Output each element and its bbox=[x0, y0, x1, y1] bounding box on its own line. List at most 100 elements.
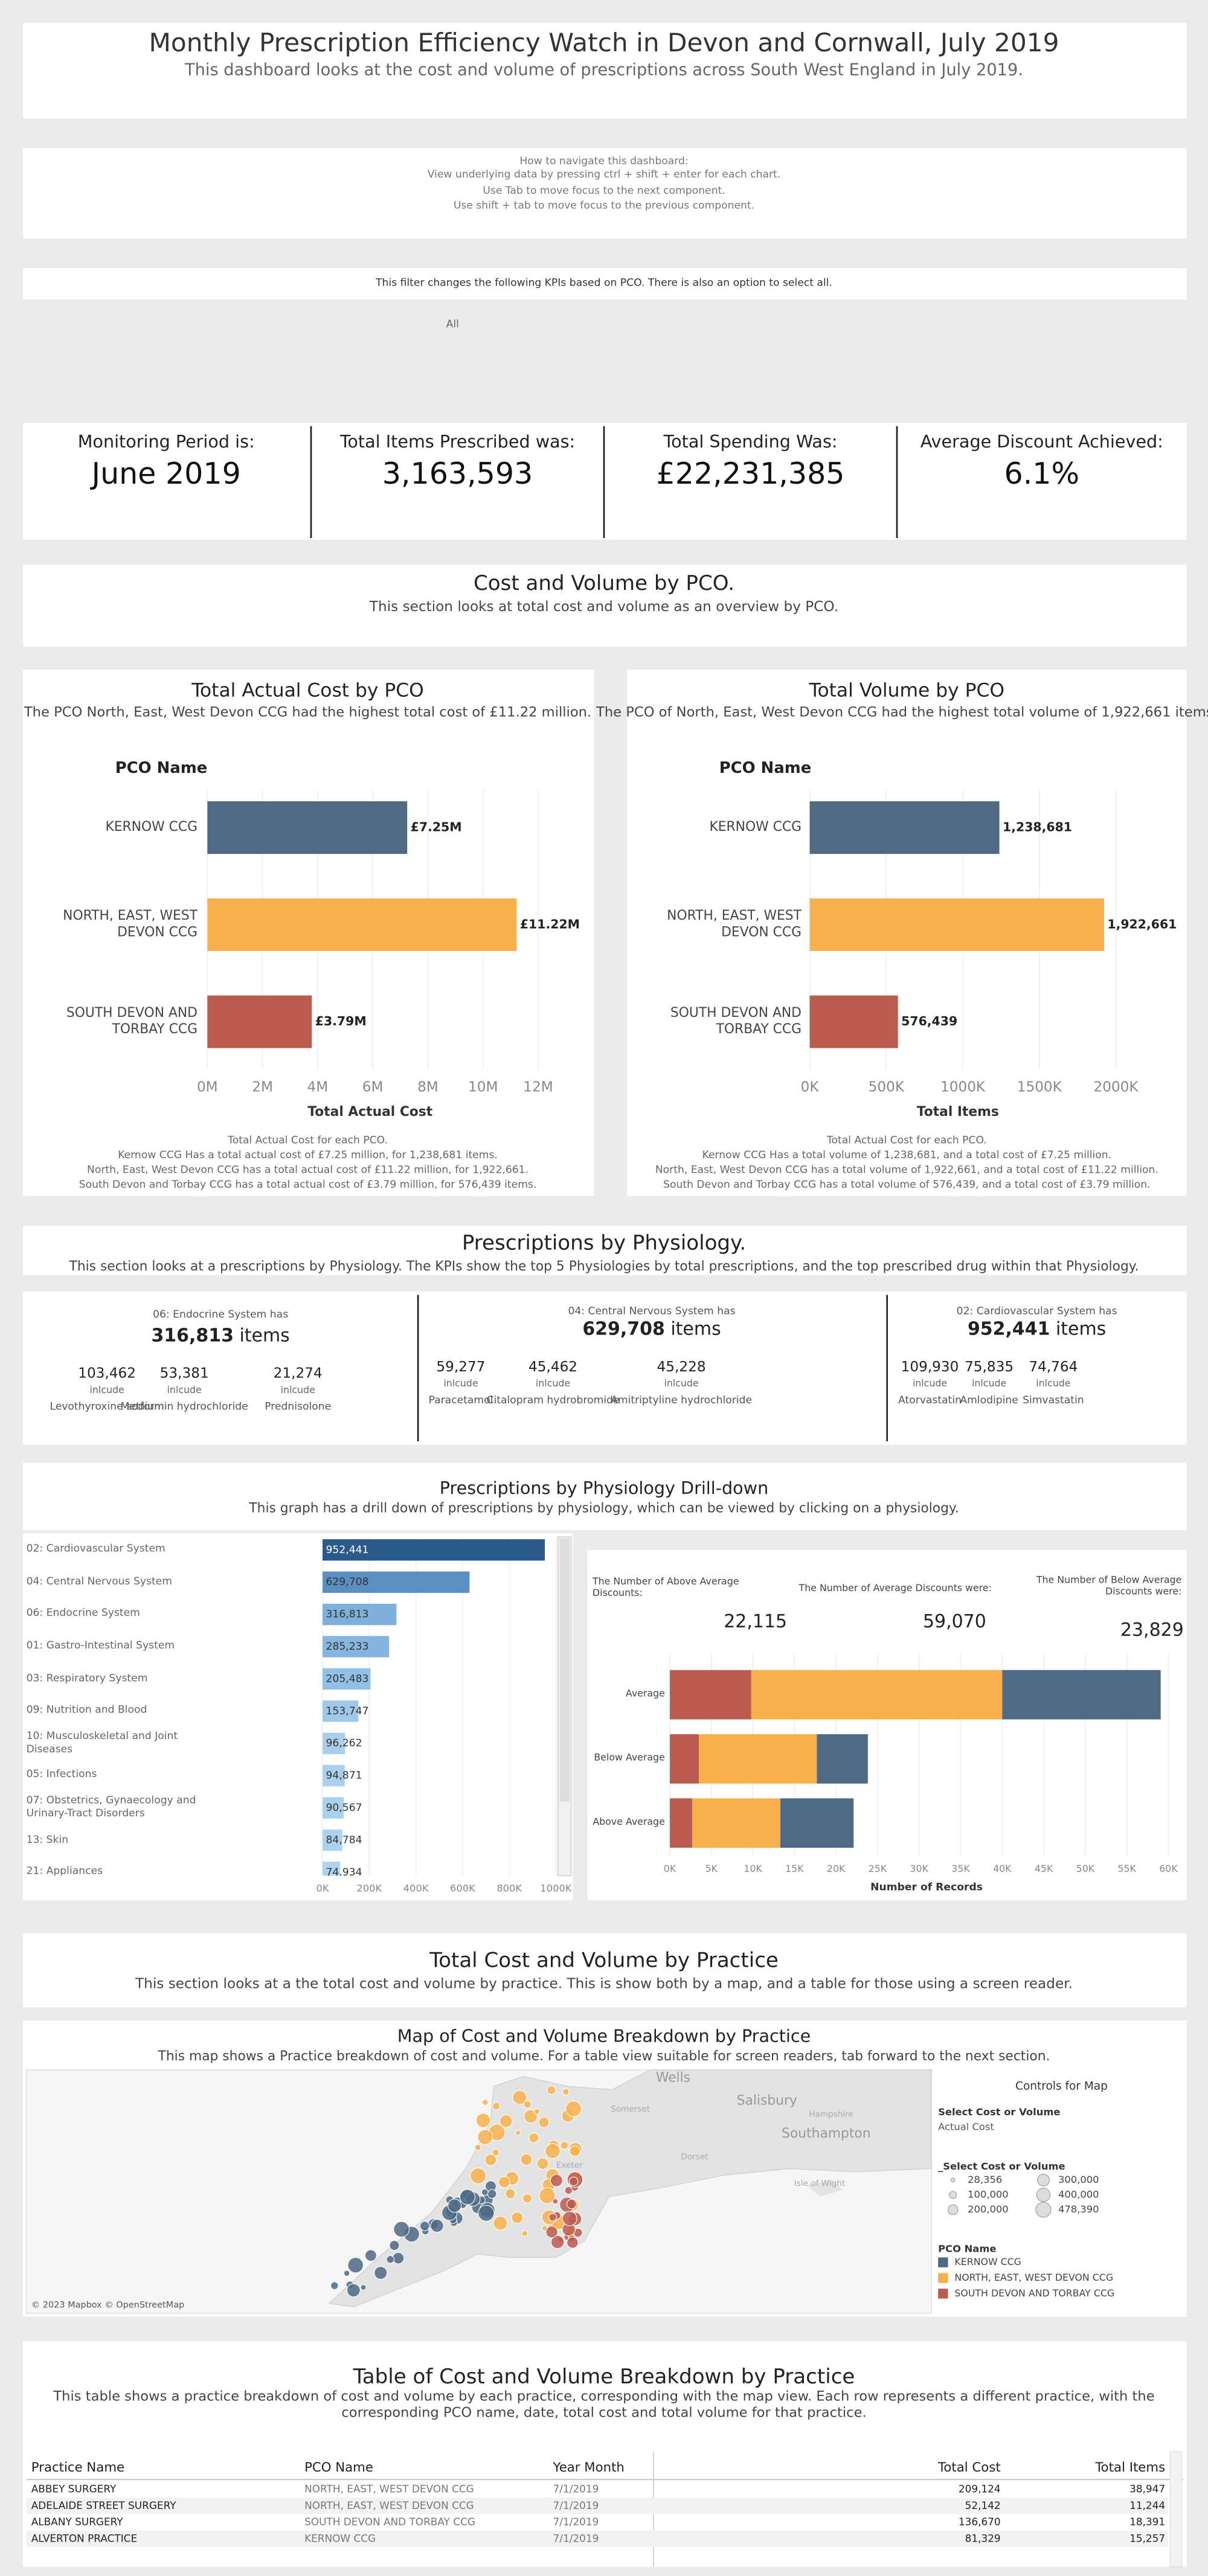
table-subtitle: This table shows a practice breakdown of… bbox=[53, 2389, 1155, 2421]
filter-text: This filter changes the following KPIs b… bbox=[375, 277, 832, 289]
island bbox=[806, 2180, 843, 2197]
kpi-value: £22,231,385 bbox=[657, 456, 845, 491]
category-box: 01: Gastro-Intestinal System bbox=[27, 1641, 175, 1652]
map-bubble bbox=[521, 2230, 528, 2237]
panel bbox=[23, 1225, 1187, 1275]
value-label: 1,238,681 bbox=[1003, 820, 1072, 835]
value-label: £3.79M bbox=[315, 1014, 367, 1028]
table-cell: 7/1/2019 bbox=[553, 2532, 599, 2544]
category-box: 03: Respiratory System bbox=[27, 1673, 148, 1684]
x-tick-label: 12M bbox=[523, 1080, 553, 1095]
category-label: 10: Musculoskeletal and Joint Diseases bbox=[26, 1731, 178, 1755]
chart-note: Total Actual Cost for each PCO. bbox=[826, 1134, 987, 1146]
category-label: KERNOW CCG bbox=[105, 819, 198, 835]
legend-label: SOUTH DEVON AND TORBAY CCG bbox=[954, 2287, 1114, 2299]
table-cell: 81,329 bbox=[965, 2532, 1001, 2544]
value-label: 629,708 bbox=[326, 1576, 369, 1588]
x-tick-label: 6M bbox=[362, 1080, 384, 1095]
map-bubble bbox=[484, 2154, 497, 2166]
bar bbox=[207, 898, 517, 951]
kpi-label: Average Discount Achieved: bbox=[920, 431, 1163, 452]
kpi-header: 04: Central Nervous System has bbox=[568, 1306, 735, 1318]
category-box: 06: Endocrine System bbox=[27, 1608, 140, 1620]
bar-segment bbox=[1002, 1670, 1161, 1720]
map-bubble bbox=[343, 2270, 350, 2277]
map-bubble bbox=[481, 2188, 489, 2196]
x-tick-label: 4M bbox=[307, 1080, 329, 1095]
drug-include: inlcude bbox=[443, 1377, 478, 1389]
value-label: 94,871 bbox=[326, 1770, 362, 1782]
legend-title: PCO Name bbox=[938, 2243, 996, 2254]
chart-note: Total Actual Cost for each PCO. bbox=[227, 1134, 388, 1146]
map-bubble bbox=[498, 2176, 510, 2188]
category-box: 02: Cardiovascular System bbox=[27, 1543, 165, 1555]
table-cell: 7/1/2019 bbox=[553, 2483, 599, 2495]
value-label: 952,441 bbox=[326, 1544, 369, 1556]
x-tick-label: 10M bbox=[468, 1080, 498, 1095]
value-label: 285,233 bbox=[326, 1641, 369, 1653]
panel bbox=[23, 1933, 1187, 2008]
bar-segment bbox=[669, 1798, 693, 1848]
kpi-label: Total Items Prescribed was: bbox=[339, 431, 575, 452]
x-tick-label: 2000K bbox=[1093, 1080, 1139, 1095]
category-box: 07: Obstetrics, Gynaecology and Urinary-… bbox=[26, 1795, 196, 1820]
table-cell: 15,257 bbox=[1129, 2532, 1165, 2544]
map-bubble bbox=[393, 2221, 410, 2238]
bar bbox=[207, 995, 312, 1048]
panel bbox=[23, 268, 1187, 300]
map-bubble bbox=[552, 2198, 559, 2205]
map-bubble bbox=[539, 2187, 556, 2204]
category-label: 07: Obstetrics, Gynaecology and Urinary-… bbox=[26, 1795, 196, 1820]
axis-title: Number of Records bbox=[870, 1881, 983, 1893]
bar-segment bbox=[669, 1670, 751, 1720]
drug-include: inlcude bbox=[281, 1384, 315, 1395]
size-swatch bbox=[949, 2191, 957, 2199]
kpi-gap bbox=[234, 1325, 240, 1346]
bar bbox=[323, 1862, 341, 1876]
map-bubble bbox=[567, 2199, 577, 2209]
size-legend-label: 28,356 bbox=[968, 2174, 1002, 2185]
x-tick-label: 400K bbox=[403, 1883, 429, 1894]
column-header: Total Cost bbox=[937, 2460, 1001, 2475]
kpi-gap bbox=[665, 1318, 671, 1339]
subtitle: This dashboard looks at the cost and vol… bbox=[184, 61, 1023, 80]
map-bubble bbox=[475, 2113, 491, 2128]
map-bubble bbox=[562, 2088, 570, 2096]
table-cell: NORTH, EAST, WEST DEVON CCG bbox=[304, 2499, 474, 2511]
legend-swatch bbox=[938, 2273, 948, 2283]
map-bubble bbox=[347, 2257, 364, 2273]
map-bubble bbox=[547, 2085, 556, 2095]
category-box: 10: Musculoskeletal and Joint Diseases bbox=[26, 1731, 178, 1755]
x-tick-label: 1000K bbox=[940, 1080, 986, 1095]
table-cell: 7/1/2019 bbox=[553, 2516, 599, 2528]
map-bubble bbox=[492, 2148, 500, 2156]
x-tick-label: 600K bbox=[450, 1883, 476, 1894]
drug-name: Citalopram hydrobromide bbox=[487, 1394, 620, 1406]
map-bubble bbox=[470, 2167, 487, 2185]
category-header: PCO Name bbox=[719, 759, 812, 777]
kpi-number: 952,441 bbox=[968, 1318, 1050, 1339]
place-label: Isle of Wight bbox=[794, 2179, 846, 2188]
map-bubble bbox=[419, 2221, 430, 2231]
drug-count: 75,835 bbox=[965, 1359, 1014, 1375]
chart-subtitle: The PCO North, East, West Devon CCG had … bbox=[24, 704, 591, 720]
map-bubble bbox=[565, 2100, 582, 2117]
map-bubble bbox=[520, 2153, 533, 2166]
value-label: 84,784 bbox=[326, 1834, 362, 1846]
panel bbox=[23, 564, 1187, 647]
x-tick-label: 0K bbox=[801, 1080, 820, 1095]
table-cell: 38,947 bbox=[1129, 2483, 1165, 2495]
drug-include: inlcude bbox=[972, 1377, 1006, 1389]
kpi-header: 06: Endocrine System has bbox=[153, 1309, 288, 1321]
map-bubble bbox=[515, 2130, 521, 2136]
bar bbox=[207, 801, 408, 854]
place-label: Somerset bbox=[611, 2104, 651, 2114]
drug-name: Paracetamol bbox=[429, 1394, 493, 1406]
summary-label: The Number of Above Average Discounts: bbox=[592, 1578, 739, 1600]
category-label: 21: Appliances bbox=[26, 1866, 103, 1878]
summary-label: The Number of Average Discounts were: bbox=[798, 1583, 992, 1594]
x-tick-label: 5K bbox=[705, 1863, 718, 1874]
drug-name: Levothyroxine sodium bbox=[50, 1401, 164, 1413]
category-label: Above Average bbox=[593, 1817, 665, 1827]
map-bubble bbox=[545, 2226, 558, 2238]
